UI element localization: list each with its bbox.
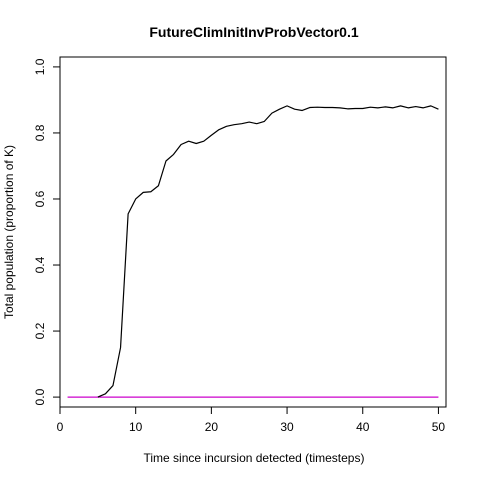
x-tick-label: 50 <box>432 420 446 434</box>
x-axis-label: Time since incursion detected (timesteps… <box>144 451 365 465</box>
series-line-1 <box>97 105 439 398</box>
y-tick-label: 0.0 <box>33 388 47 405</box>
y-tick-label: 0.4 <box>33 256 47 273</box>
y-tick-label: 1.0 <box>33 58 47 75</box>
x-tick-label: 0 <box>57 420 64 434</box>
y-tick-label: 0.2 <box>33 322 47 339</box>
x-axis: 0 10 20 30 40 50 <box>57 406 446 434</box>
y-axis-label: Total population (proportion of K) <box>2 145 16 319</box>
y-tick-label: 0.6 <box>33 190 47 207</box>
y-tick-label: 0.8 <box>33 124 47 141</box>
plot-frame <box>59 56 447 408</box>
series-layer <box>67 105 439 398</box>
y-axis: 0.0 0.2 0.4 0.6 0.8 1.0 <box>33 58 61 405</box>
chart-title: FutureClimInitInvProbVector0.1 <box>149 24 358 40</box>
x-tick-label: 40 <box>356 420 370 434</box>
x-tick-label: 20 <box>205 420 219 434</box>
x-tick-label: 30 <box>280 420 294 434</box>
x-tick-label: 10 <box>129 420 143 434</box>
